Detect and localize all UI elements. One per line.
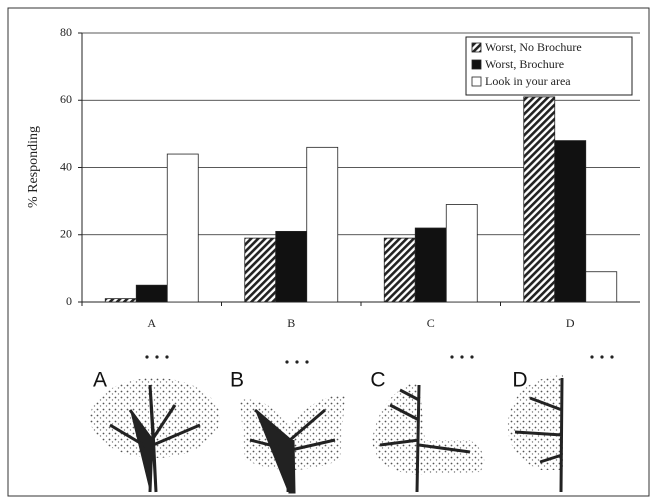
bar — [166, 153, 199, 303]
y-tick-label: 40 — [60, 159, 72, 173]
x-tick-label: B — [287, 316, 295, 330]
bar — [554, 140, 587, 303]
tree-a — [90, 378, 220, 493]
tree-c — [372, 382, 485, 493]
bar — [414, 227, 447, 303]
tree-b — [240, 395, 345, 494]
tree-label: D — [512, 369, 527, 392]
y-tick-label: 80 — [60, 25, 72, 39]
ellipsis-dots — [145, 355, 614, 364]
y-tick-label: 60 — [60, 92, 72, 106]
y-axis-label: % Responding — [26, 126, 41, 208]
tree-d — [507, 375, 564, 493]
tree-label: A — [93, 369, 107, 392]
y-tick-label: 20 — [60, 227, 72, 241]
bar — [275, 230, 308, 303]
x-tick-label: D — [566, 316, 575, 330]
bar — [445, 204, 478, 303]
bar — [306, 146, 339, 303]
legend-label: Look in your area — [485, 74, 571, 88]
y-tick-label: 0 — [66, 294, 72, 308]
legend-box — [465, 36, 633, 96]
legend-label: Worst, Brochure — [485, 57, 564, 71]
tree-illustrations — [90, 355, 614, 494]
tree-label: C — [370, 369, 385, 392]
legend-swatch — [471, 76, 482, 87]
legend: Worst, No Brochure Worst, Brochure Look in… — [465, 36, 633, 96]
legend-label: Worst, No Brochure — [485, 40, 582, 54]
tree-label: B — [230, 369, 244, 392]
bar — [383, 237, 416, 303]
x-tick-label: C — [427, 316, 435, 330]
bar — [585, 271, 618, 303]
legend-swatch — [471, 42, 482, 53]
bar — [244, 237, 277, 303]
bar — [104, 298, 137, 303]
x-tick-label: A — [147, 316, 156, 330]
bar — [523, 96, 556, 303]
legend-swatch — [471, 59, 482, 70]
bar — [135, 284, 168, 303]
frame — [7, 7, 650, 497]
